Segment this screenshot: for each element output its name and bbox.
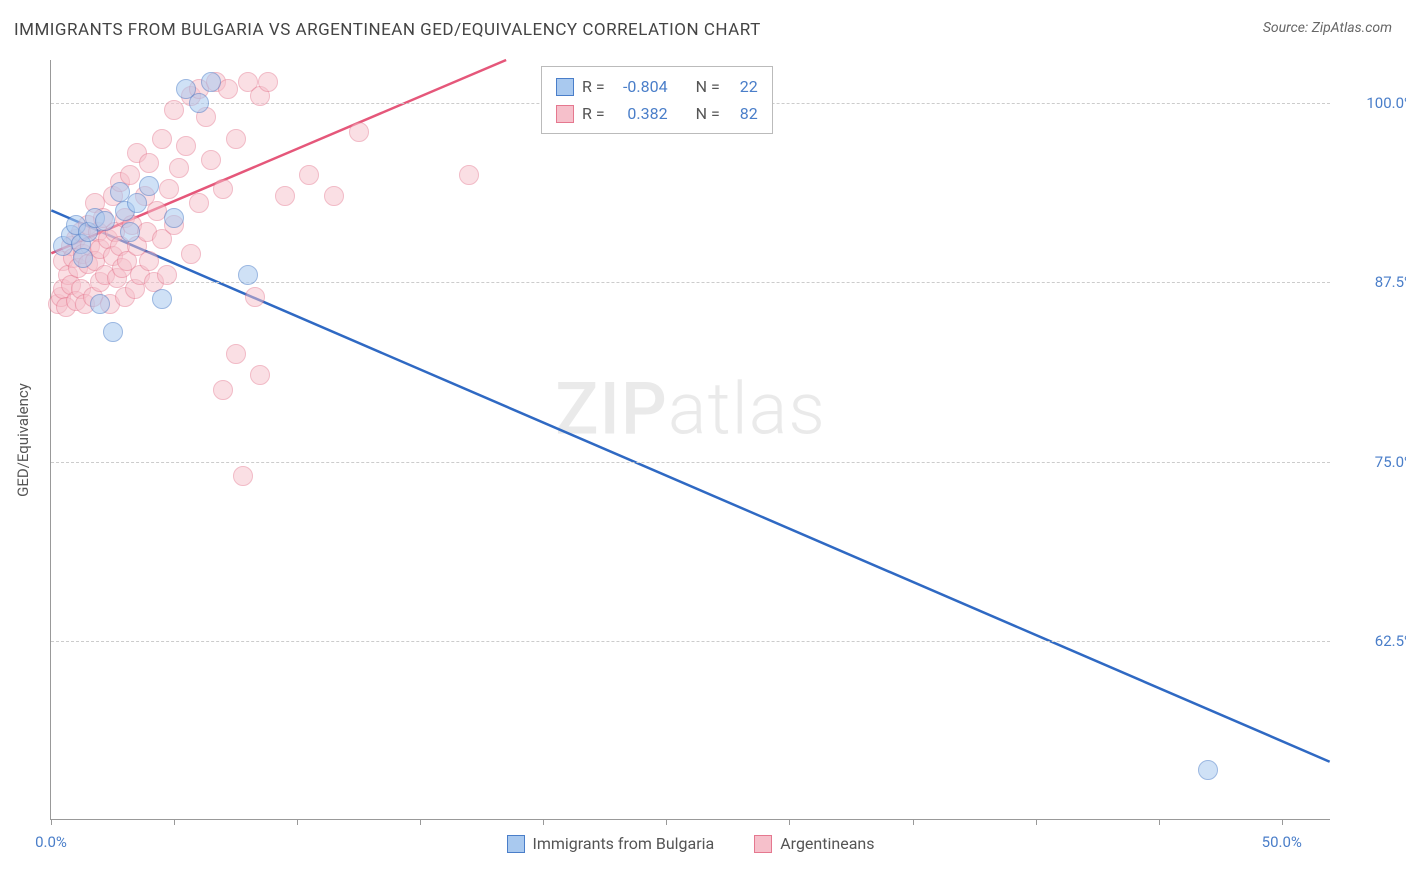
legend-item-bulgaria: Immigrants from Bulgaria bbox=[507, 834, 715, 853]
swatch-argentina bbox=[754, 835, 772, 853]
x-tick bbox=[1159, 819, 1160, 825]
swatch-bulgaria bbox=[556, 78, 574, 96]
stats-legend: R = -0.804 N = 22 R = 0.382 N = 82 bbox=[541, 66, 773, 134]
label-N: N = bbox=[696, 73, 720, 100]
data-point-bulgaria bbox=[152, 289, 172, 309]
data-point-argentina bbox=[226, 344, 246, 364]
x-tick bbox=[51, 819, 52, 825]
label-R: R = bbox=[582, 73, 605, 100]
legend-label-bulgaria: Immigrants from Bulgaria bbox=[533, 834, 715, 853]
x-tick bbox=[297, 819, 298, 825]
y-tick-label: 100.0% bbox=[1345, 94, 1406, 112]
source-name: ZipAtlas.com bbox=[1312, 20, 1392, 36]
data-point-bulgaria bbox=[1198, 760, 1218, 780]
data-point-argentina bbox=[159, 179, 179, 199]
grid-line bbox=[51, 641, 1330, 642]
source-prefix: Source: bbox=[1263, 20, 1312, 36]
regression-lines-svg bbox=[51, 60, 1330, 819]
data-point-bulgaria bbox=[201, 72, 221, 92]
data-point-bulgaria bbox=[95, 211, 115, 231]
grid-line bbox=[51, 462, 1330, 463]
source-attribution: Source: ZipAtlas.com bbox=[1263, 20, 1392, 36]
data-point-argentina bbox=[181, 244, 201, 264]
stats-row-bulgaria: R = -0.804 N = 22 bbox=[556, 73, 758, 100]
scatter-chart-area: GED/Equivalency ZIPatlas 62.5%75.0%87.5%… bbox=[50, 60, 1330, 820]
data-point-bulgaria bbox=[90, 294, 110, 314]
y-tick-label: 75.0% bbox=[1345, 453, 1406, 471]
data-point-argentina bbox=[258, 72, 278, 92]
chart-header: IMMIGRANTS FROM BULGARIA VS ARGENTINEAN … bbox=[14, 20, 1392, 40]
x-tick bbox=[420, 819, 421, 825]
data-point-argentina bbox=[226, 129, 246, 149]
value-R-bulgaria: -0.804 bbox=[613, 73, 668, 100]
data-point-bulgaria bbox=[73, 248, 93, 268]
value-N-bulgaria: 22 bbox=[728, 73, 758, 100]
x-tick-label: 50.0% bbox=[1262, 833, 1302, 851]
stats-row-argentina: R = 0.382 N = 82 bbox=[556, 100, 758, 127]
series-legend: Immigrants from Bulgaria Argentineans bbox=[507, 834, 875, 853]
chart-title: IMMIGRANTS FROM BULGARIA VS ARGENTINEAN … bbox=[14, 20, 761, 40]
x-tick bbox=[1036, 819, 1037, 825]
data-point-bulgaria bbox=[139, 176, 159, 196]
y-tick-label: 87.5% bbox=[1345, 273, 1406, 291]
data-point-argentina bbox=[218, 79, 238, 99]
data-point-argentina bbox=[176, 136, 196, 156]
y-axis-label: GED/Equivalency bbox=[14, 383, 32, 497]
data-point-argentina bbox=[275, 186, 295, 206]
regression-line-bulgaria bbox=[51, 210, 1329, 761]
data-point-argentina bbox=[139, 153, 159, 173]
x-tick bbox=[174, 819, 175, 825]
data-point-argentina bbox=[189, 193, 209, 213]
watermark: ZIPatlas bbox=[555, 367, 826, 452]
data-point-argentina bbox=[245, 287, 265, 307]
data-point-argentina bbox=[233, 466, 253, 486]
x-tick-label: 0.0% bbox=[35, 833, 67, 851]
x-tick bbox=[666, 819, 667, 825]
legend-item-argentina: Argentineans bbox=[754, 834, 874, 853]
data-point-argentina bbox=[169, 158, 189, 178]
x-tick bbox=[543, 819, 544, 825]
data-point-argentina bbox=[299, 165, 319, 185]
x-tick bbox=[913, 819, 914, 825]
data-point-bulgaria bbox=[103, 322, 123, 342]
watermark-light: atlas bbox=[668, 367, 826, 452]
legend-label-argentina: Argentineans bbox=[780, 834, 874, 853]
data-point-bulgaria bbox=[189, 93, 209, 113]
data-point-argentina bbox=[250, 365, 270, 385]
x-tick bbox=[789, 819, 790, 825]
data-point-bulgaria bbox=[164, 208, 184, 228]
data-point-bulgaria bbox=[238, 265, 258, 285]
data-point-argentina bbox=[152, 129, 172, 149]
data-point-argentina bbox=[201, 150, 221, 170]
data-point-argentina bbox=[139, 251, 159, 271]
value-N-argentina: 82 bbox=[728, 100, 758, 127]
value-R-argentina: 0.382 bbox=[613, 100, 668, 127]
y-tick-label: 62.5% bbox=[1345, 632, 1406, 650]
swatch-bulgaria bbox=[507, 835, 525, 853]
data-point-argentina bbox=[213, 380, 233, 400]
watermark-bold: ZIP bbox=[555, 367, 668, 452]
data-point-argentina bbox=[324, 186, 344, 206]
data-point-bulgaria bbox=[127, 193, 147, 213]
data-point-argentina bbox=[349, 122, 369, 142]
data-point-argentina bbox=[213, 179, 233, 199]
x-tick bbox=[1282, 819, 1283, 825]
label-R: R = bbox=[582, 100, 605, 127]
swatch-argentina bbox=[556, 105, 574, 123]
data-point-argentina bbox=[164, 100, 184, 120]
data-point-bulgaria bbox=[120, 222, 140, 242]
label-N: N = bbox=[696, 100, 720, 127]
data-point-argentina bbox=[157, 265, 177, 285]
data-point-argentina bbox=[459, 165, 479, 185]
